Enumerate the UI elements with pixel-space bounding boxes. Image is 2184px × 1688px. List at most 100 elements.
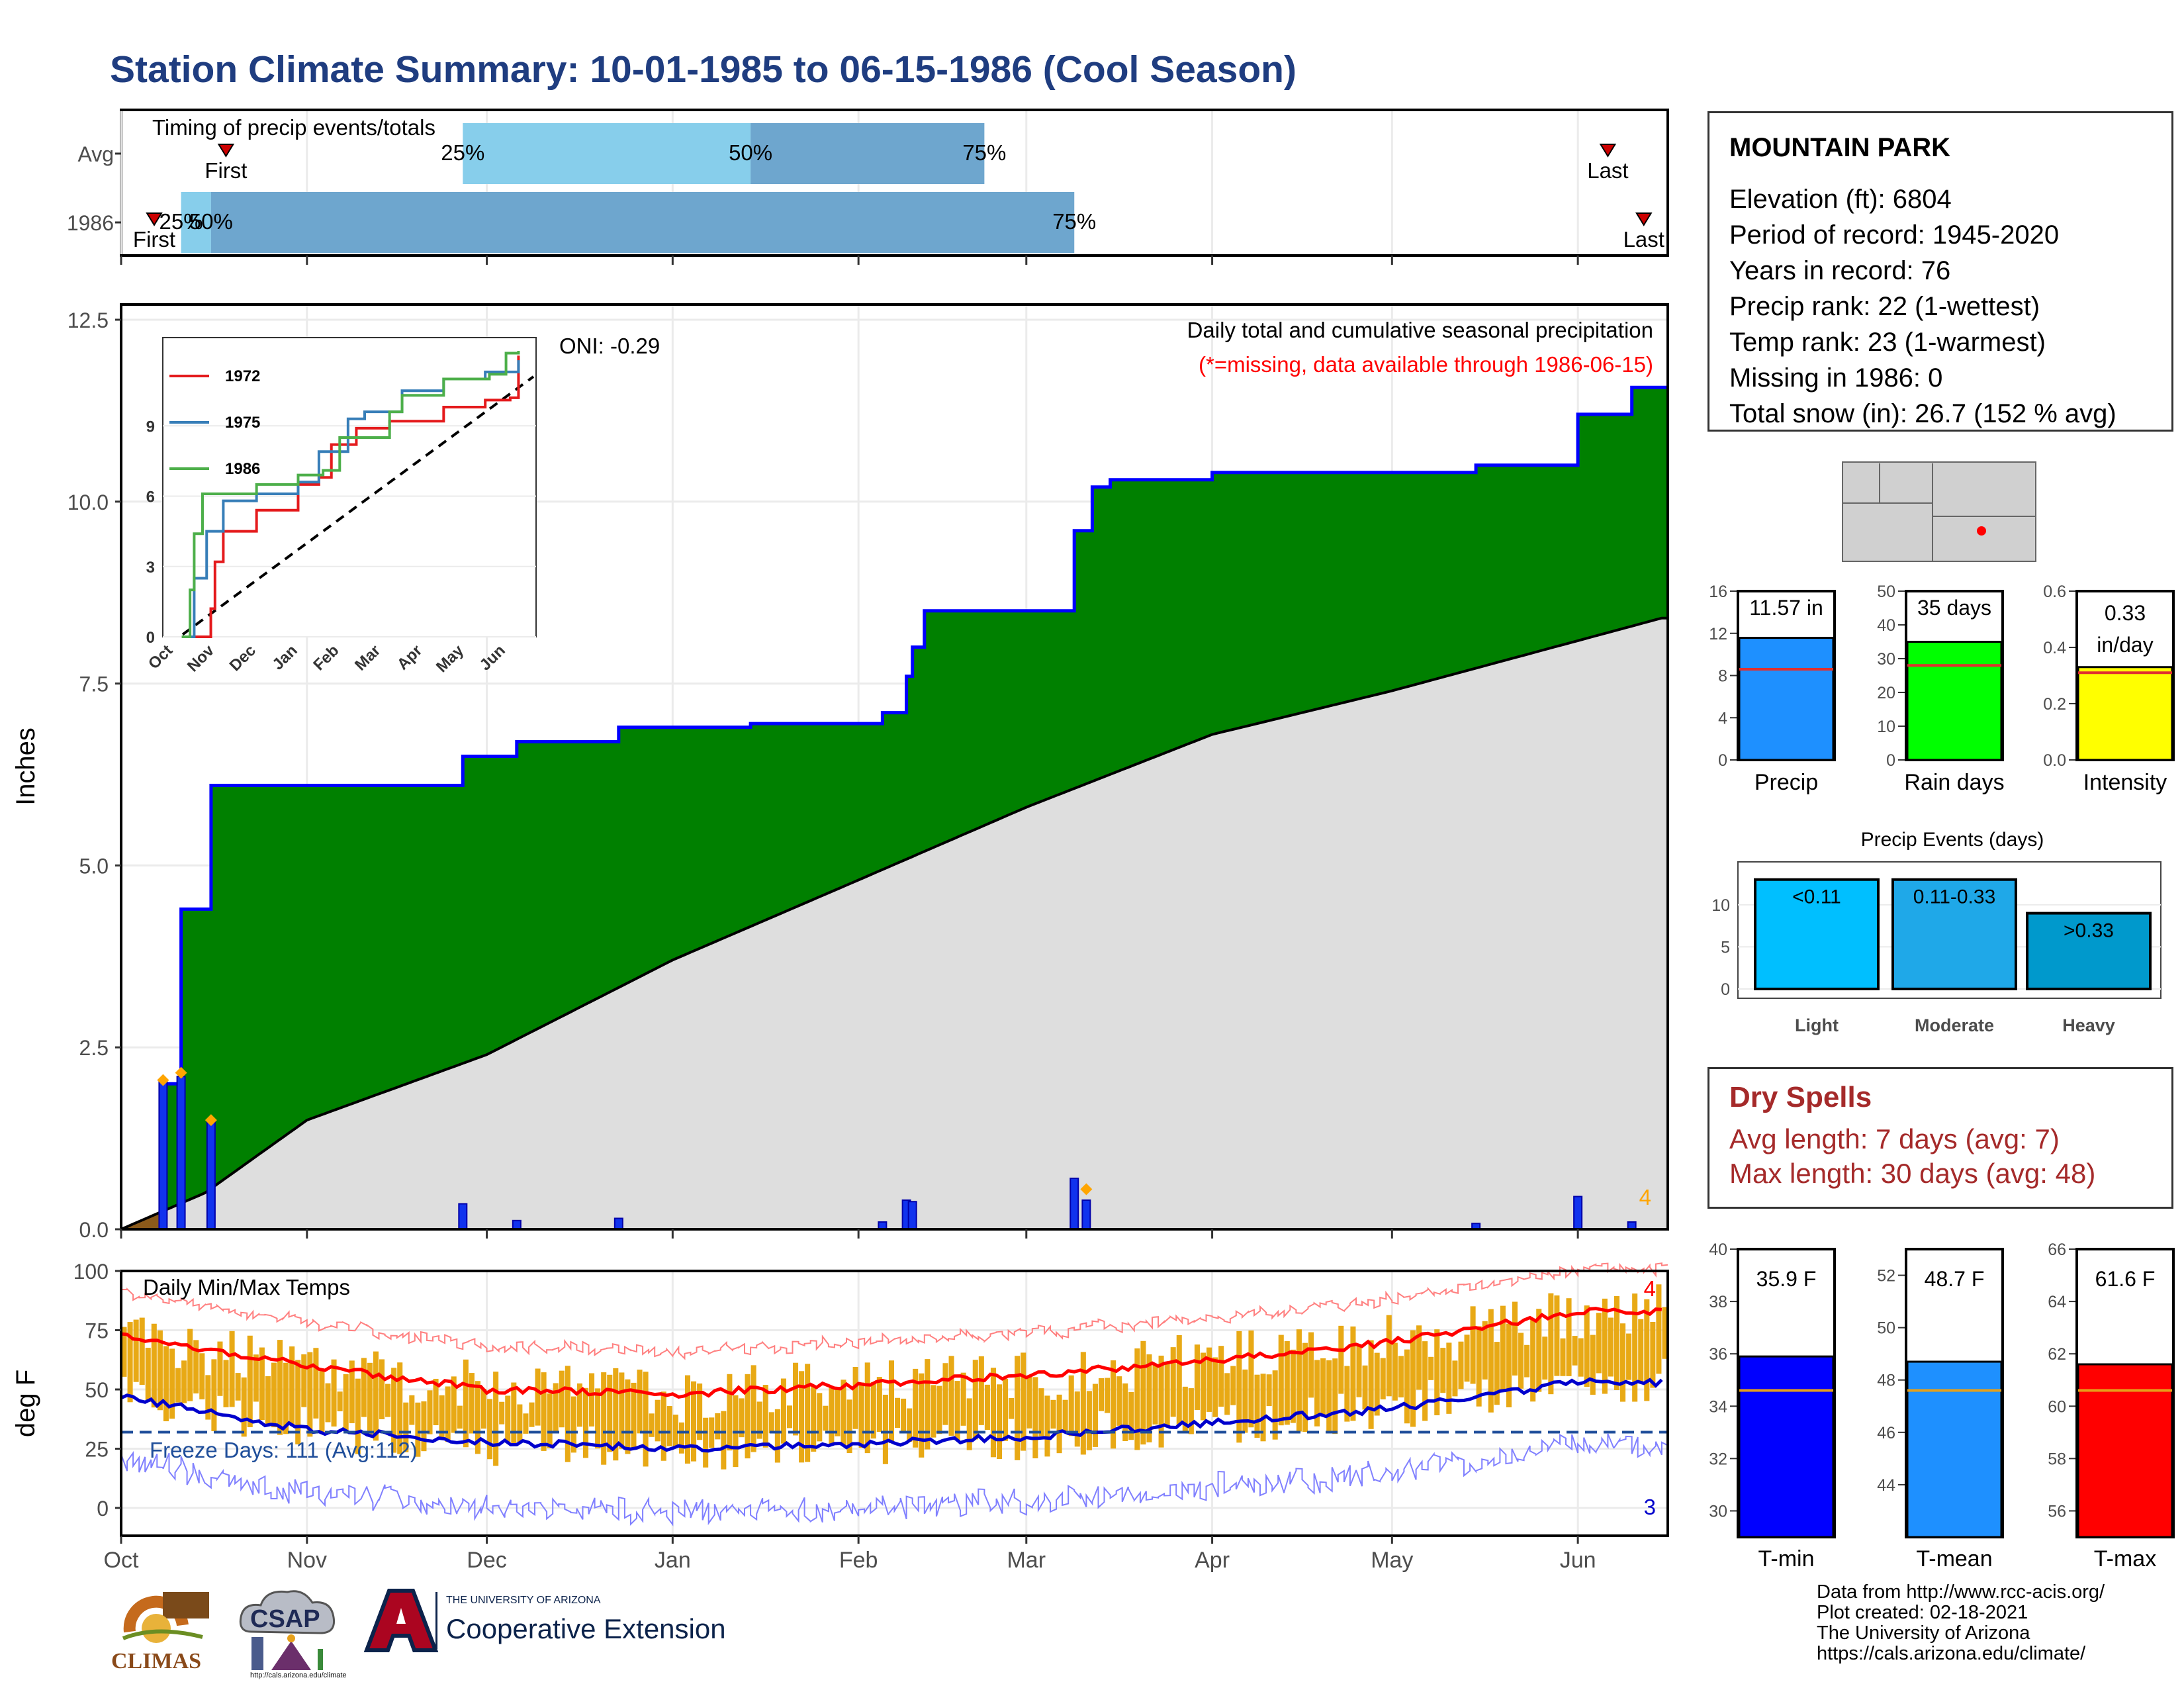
daily-temp-bar (247, 1335, 253, 1428)
station-line: Period of record: 1945-2020 (1729, 220, 2060, 250)
timing-first-marker (217, 144, 235, 158)
timing-last-marker (1635, 212, 1653, 226)
daily-temp-bar (811, 1386, 817, 1452)
daily-temp-bar (1021, 1352, 1026, 1451)
daily-temp-bar (1488, 1309, 1494, 1413)
page-title: Station Climate Summary: 10-01-1985 to 0… (110, 48, 1297, 91)
daily-temp-bar (1026, 1377, 1032, 1429)
daily-temp-bar (547, 1393, 553, 1448)
daily-temp-bar (1320, 1358, 1326, 1417)
daily-temp-bar (721, 1411, 727, 1470)
daily-temp-bar (1218, 1346, 1224, 1407)
daily-temp-bar (469, 1373, 475, 1434)
timing-first-label: First (205, 158, 247, 183)
precip-frame (120, 303, 1669, 1231)
daily-temp-bar (379, 1359, 385, 1420)
daily-temp-bar (397, 1362, 403, 1454)
daily-temp-bar (870, 1382, 876, 1439)
daily-temp-bar (1374, 1352, 1380, 1416)
daily-temp-bar (1530, 1319, 1536, 1402)
daily-temp-bar (925, 1359, 931, 1450)
daily-temp-bar (463, 1359, 469, 1448)
precip-ytick-label: 5.0 (79, 854, 109, 878)
daily-temp-bar (283, 1362, 289, 1434)
summary-ytick-label: 4 (1718, 709, 1727, 727)
events-title: Precip Events (days) (1861, 829, 2044, 851)
daily-temp-bar (678, 1422, 684, 1454)
events-category-label: Moderate (1915, 1015, 1994, 1035)
daily-temp-bar (1548, 1293, 1554, 1395)
daily-temp-bar (1446, 1342, 1452, 1414)
temp-summary-ytick-label: 60 (2048, 1397, 2066, 1416)
temp-summary-bar (2077, 1363, 2173, 1538)
temp-summary-ytick-label: 50 (1877, 1319, 1895, 1338)
daily-temp-bar (1656, 1284, 1662, 1374)
daily-temp-bar (487, 1399, 493, 1460)
daily-temp-bar (1284, 1341, 1290, 1425)
temp-summary-bar (1906, 1360, 2003, 1538)
daily-temp-bar (1272, 1370, 1278, 1440)
summary-ytick-label: 16 (1709, 583, 1727, 601)
events-category-label: Light (1795, 1015, 1839, 1035)
daily-temp-bar (1009, 1397, 1015, 1419)
daily-temp-bar (511, 1382, 517, 1445)
daily-temp-bar (1248, 1330, 1254, 1428)
daily-temp-bar (786, 1405, 793, 1429)
daily-temp-bar (289, 1346, 295, 1425)
daily-temp-bar (1134, 1348, 1140, 1450)
temp-summary-ytick-label: 64 (2048, 1293, 2066, 1311)
daily-temp-bar (1362, 1365, 1368, 1410)
summary-value-unit: in/day (2097, 633, 2153, 657)
daily-temp-bar (313, 1348, 319, 1419)
inset-ytick-label: 9 (146, 418, 155, 436)
daily-temp-bar (960, 1372, 966, 1426)
daily-temp-bar (1140, 1340, 1146, 1445)
daily-temp-bar (1224, 1373, 1230, 1415)
daily-temp-bar (493, 1372, 499, 1466)
summary-ytick-label: 8 (1718, 667, 1727, 686)
inset-ytick-label: 3 (146, 559, 155, 577)
timing-pct-label: 50% (729, 140, 772, 165)
daily-temp-bar (1170, 1347, 1176, 1417)
events-ytick-label: 0 (1721, 980, 1730, 999)
daily-temp-bar (1314, 1360, 1320, 1427)
daily-temp-bar (535, 1368, 541, 1426)
daily-temp-bar (948, 1356, 954, 1436)
daily-precip-bar (1069, 1178, 1079, 1231)
inset-ytick-label: 0 (146, 629, 155, 647)
daily-temp-bar (199, 1353, 205, 1399)
daily-temp-bar (582, 1387, 589, 1458)
month-axis-label: Jan (655, 1548, 691, 1573)
daily-temp-bar (1554, 1295, 1560, 1376)
daily-temp-bar (829, 1387, 835, 1446)
daily-temp-bar (1116, 1376, 1122, 1426)
daily-temp-bar (1176, 1335, 1182, 1425)
daily-temp-bar (1650, 1321, 1656, 1388)
summary-value-label: 35 days (1917, 596, 1991, 620)
daily-temp-bar (1458, 1341, 1464, 1389)
daily-temp-bar (1206, 1347, 1212, 1412)
temp-summary-ytick-label: 34 (1709, 1397, 1727, 1416)
daily-temp-bar (864, 1362, 870, 1454)
daily-temp-bar (570, 1396, 576, 1453)
daily-temp-bar (756, 1401, 762, 1439)
temp-summary-value: 48.7 F (1925, 1267, 1985, 1291)
daily-temp-bar (907, 1408, 913, 1442)
daily-temp-bar (1644, 1299, 1650, 1401)
daily-temp-bar (391, 1368, 397, 1453)
events-category-label: Heavy (2062, 1015, 2115, 1035)
daily-precip-bar (1573, 1196, 1583, 1231)
daily-temp-bar (415, 1402, 421, 1457)
csap-url: http://cals.arizona.edu/climate (250, 1671, 347, 1679)
temp-ylabel: deg F (11, 1370, 40, 1437)
month-axis-label: Jun (1560, 1548, 1596, 1573)
daily-temp-bar (619, 1372, 625, 1449)
daily-temp-bar (1003, 1379, 1009, 1441)
temp-summary-ytick-label: 58 (2048, 1450, 2066, 1468)
daily-temp-bar (601, 1372, 607, 1465)
temp-title: Daily Min/Max Temps (143, 1275, 350, 1299)
daily-temp-bar (666, 1406, 672, 1446)
daily-temp-bar (1092, 1383, 1098, 1447)
daily-temp-bar (1302, 1342, 1308, 1432)
summary-bar (1738, 637, 1835, 761)
